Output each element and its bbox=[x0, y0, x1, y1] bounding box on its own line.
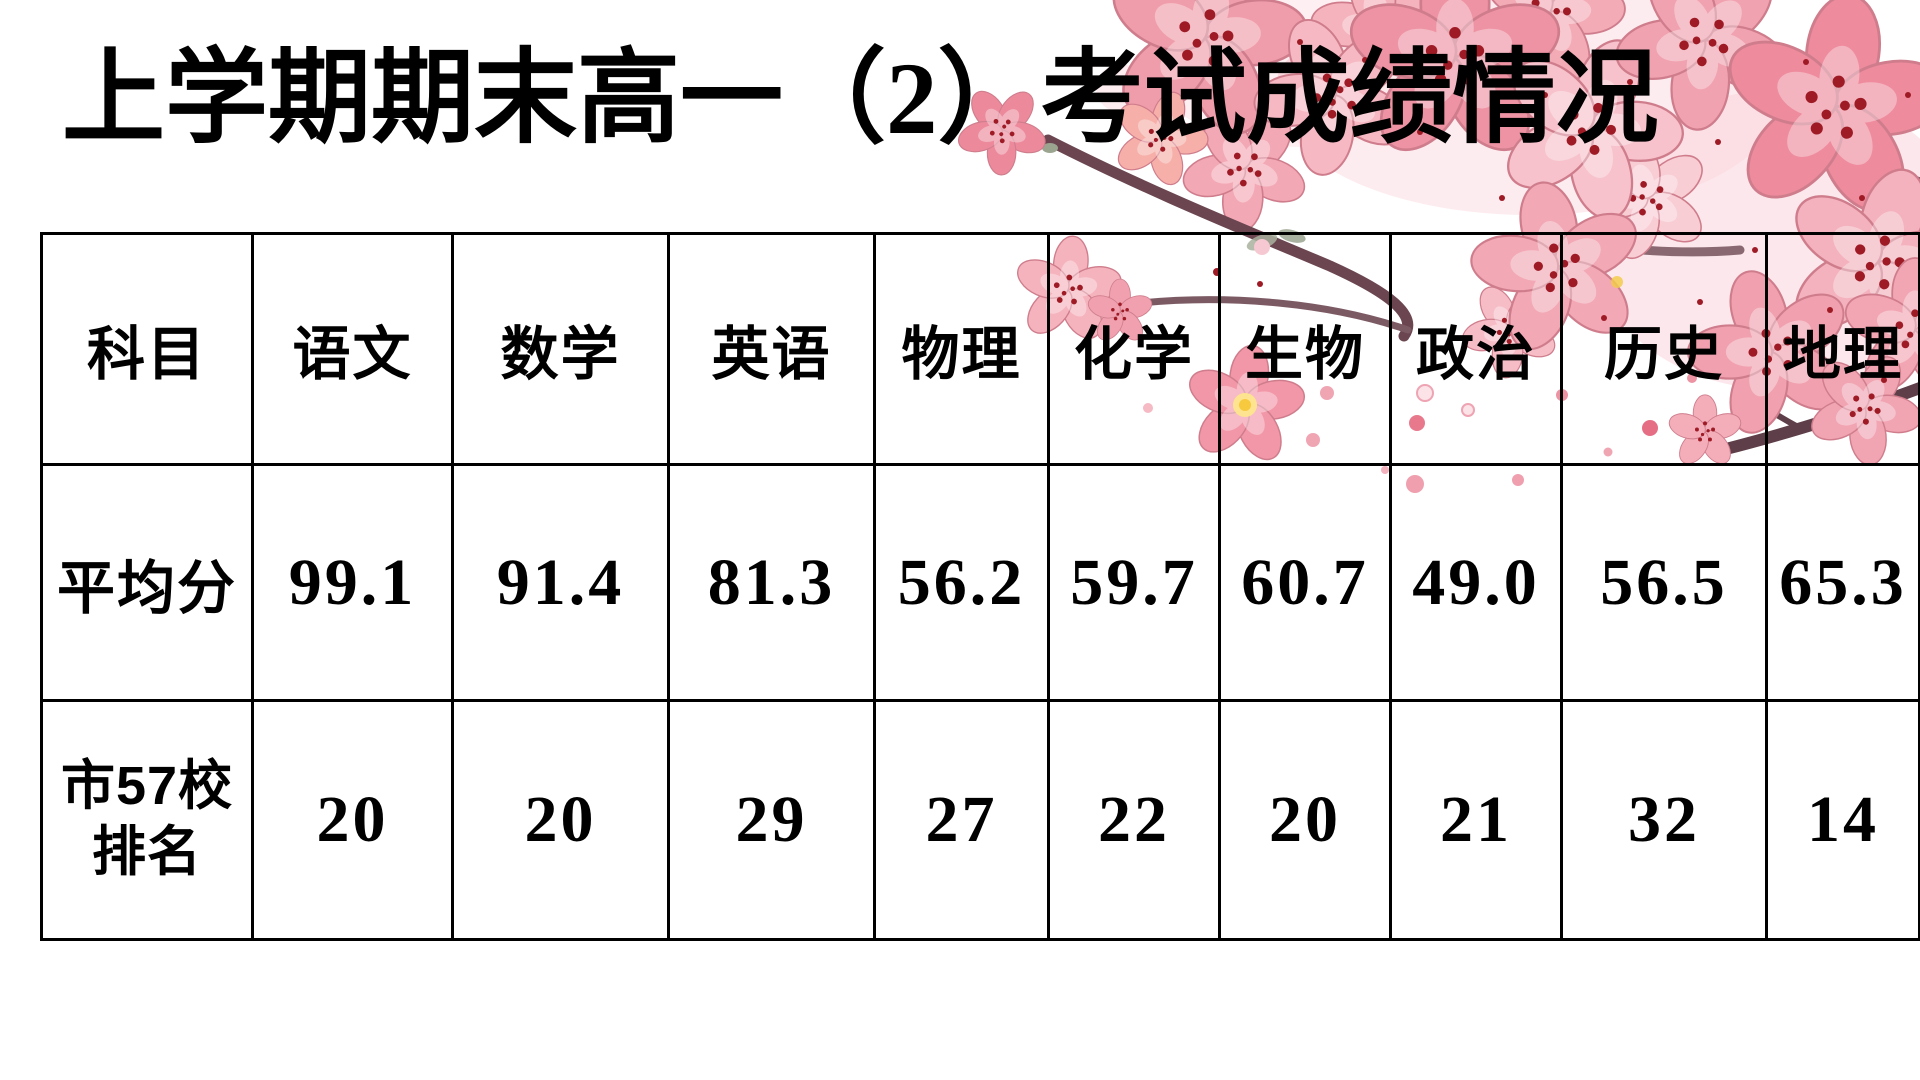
average-cell-biology: 60.7 bbox=[1218, 463, 1392, 702]
average-cell-math: 91.4 bbox=[451, 463, 670, 702]
ranking-cell-physics: 27 bbox=[873, 699, 1050, 941]
ranking-cell-chinese: 20 bbox=[251, 699, 454, 941]
header-cell-geography: 地理 bbox=[1765, 232, 1920, 466]
average-row-label: 平均分 bbox=[40, 463, 254, 702]
ranking-cell-politics: 21 bbox=[1389, 699, 1563, 941]
ranking-label-line2: 排名 bbox=[92, 822, 202, 882]
ranking-cell-chemistry: 22 bbox=[1047, 699, 1221, 941]
ranking-cell-history: 32 bbox=[1560, 699, 1768, 941]
average-cell-geography: 65.3 bbox=[1765, 463, 1920, 702]
slide-title: 上学期期末高一（2）考试成绩情况 bbox=[62, 42, 1659, 156]
header-cell-politics: 政治 bbox=[1389, 232, 1563, 466]
average-cell-english: 81.3 bbox=[667, 463, 876, 702]
header-cell-math: 数学 bbox=[451, 232, 670, 466]
ranking-label-line1: 市57校 bbox=[60, 756, 234, 817]
header-cell-chemistry: 化学 bbox=[1047, 232, 1221, 466]
exam-results-table: 科目 语文 数学 英语 物理 化学 生物 政治 历史 地理 平均分 99.1 9… bbox=[40, 232, 1920, 941]
header-cell-biology: 生物 bbox=[1218, 232, 1392, 466]
header-cell-subject: 科目 bbox=[40, 232, 254, 466]
average-cell-history: 56.5 bbox=[1560, 463, 1768, 702]
ranking-cell-biology: 20 bbox=[1218, 699, 1392, 941]
ranking-cell-math: 20 bbox=[451, 699, 670, 941]
header-cell-english: 英语 bbox=[667, 232, 876, 466]
average-cell-chinese: 99.1 bbox=[251, 463, 454, 702]
ranking-row-label: 市57校 排名 bbox=[40, 699, 254, 941]
ranking-cell-geography: 14 bbox=[1765, 699, 1920, 941]
ranking-cell-english: 29 bbox=[667, 699, 876, 941]
average-cell-chemistry: 59.7 bbox=[1047, 463, 1221, 702]
header-cell-history: 历史 bbox=[1560, 232, 1768, 466]
header-cell-chinese: 语文 bbox=[251, 232, 454, 466]
average-score-row: 平均分 99.1 91.4 81.3 56.2 59.7 60.7 49.0 5… bbox=[40, 463, 1920, 702]
average-cell-politics: 49.0 bbox=[1389, 463, 1563, 702]
table-header-row: 科目 语文 数学 英语 物理 化学 生物 政治 历史 地理 bbox=[40, 232, 1920, 466]
city-ranking-row: 市57校 排名 20 20 29 27 22 20 21 32 14 bbox=[40, 699, 1920, 941]
average-cell-physics: 56.2 bbox=[873, 463, 1050, 702]
header-cell-physics: 物理 bbox=[873, 232, 1050, 466]
